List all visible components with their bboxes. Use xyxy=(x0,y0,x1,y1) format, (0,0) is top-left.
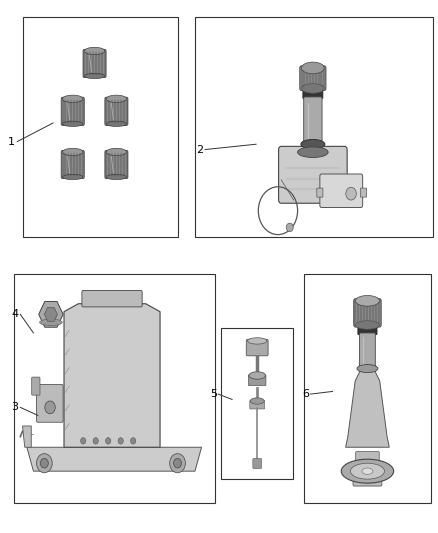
Ellipse shape xyxy=(357,365,378,373)
Ellipse shape xyxy=(106,121,127,126)
Circle shape xyxy=(45,401,55,414)
FancyBboxPatch shape xyxy=(317,188,323,197)
FancyBboxPatch shape xyxy=(83,50,106,78)
Ellipse shape xyxy=(301,62,324,74)
Ellipse shape xyxy=(297,147,328,158)
FancyBboxPatch shape xyxy=(353,468,382,486)
Bar xyxy=(14,274,215,503)
Bar xyxy=(304,274,431,503)
Ellipse shape xyxy=(106,148,127,156)
Circle shape xyxy=(118,438,123,444)
Circle shape xyxy=(173,458,181,468)
Polygon shape xyxy=(27,447,201,471)
FancyBboxPatch shape xyxy=(360,333,375,369)
Ellipse shape xyxy=(301,84,324,93)
Ellipse shape xyxy=(250,398,264,404)
FancyBboxPatch shape xyxy=(105,150,128,179)
Circle shape xyxy=(131,438,136,444)
Text: 3: 3 xyxy=(11,402,18,413)
Ellipse shape xyxy=(247,338,267,344)
Text: 5: 5 xyxy=(210,389,217,399)
Ellipse shape xyxy=(63,148,83,156)
Ellipse shape xyxy=(362,468,373,474)
Circle shape xyxy=(286,223,293,232)
FancyBboxPatch shape xyxy=(304,97,322,146)
Ellipse shape xyxy=(106,174,127,180)
Ellipse shape xyxy=(63,95,83,102)
FancyBboxPatch shape xyxy=(32,377,40,395)
Ellipse shape xyxy=(350,463,385,479)
Ellipse shape xyxy=(341,459,394,483)
FancyBboxPatch shape xyxy=(36,384,63,422)
FancyBboxPatch shape xyxy=(320,174,363,207)
Polygon shape xyxy=(64,304,160,447)
Ellipse shape xyxy=(301,140,325,149)
Circle shape xyxy=(346,187,357,200)
Circle shape xyxy=(170,454,185,473)
Bar xyxy=(22,17,177,237)
Ellipse shape xyxy=(85,74,105,78)
FancyBboxPatch shape xyxy=(360,188,367,197)
Bar xyxy=(195,17,433,237)
FancyBboxPatch shape xyxy=(279,147,347,203)
FancyBboxPatch shape xyxy=(82,290,142,307)
FancyBboxPatch shape xyxy=(354,298,381,327)
Text: 2: 2 xyxy=(196,144,203,155)
Ellipse shape xyxy=(85,47,105,55)
FancyBboxPatch shape xyxy=(246,340,268,356)
Polygon shape xyxy=(346,370,389,447)
Ellipse shape xyxy=(63,121,83,126)
Polygon shape xyxy=(22,426,31,447)
Ellipse shape xyxy=(63,174,83,180)
Circle shape xyxy=(40,458,48,468)
Circle shape xyxy=(106,438,111,444)
Ellipse shape xyxy=(39,319,62,326)
FancyBboxPatch shape xyxy=(356,451,379,463)
Text: 4: 4 xyxy=(11,309,18,319)
FancyBboxPatch shape xyxy=(61,97,84,125)
FancyBboxPatch shape xyxy=(250,400,265,409)
Bar xyxy=(221,328,293,479)
Ellipse shape xyxy=(249,372,265,379)
Ellipse shape xyxy=(356,295,379,306)
FancyBboxPatch shape xyxy=(253,458,261,469)
Circle shape xyxy=(81,438,86,444)
FancyBboxPatch shape xyxy=(61,150,84,179)
FancyBboxPatch shape xyxy=(300,66,326,91)
FancyBboxPatch shape xyxy=(248,375,266,385)
Text: 1: 1 xyxy=(8,136,15,147)
FancyBboxPatch shape xyxy=(303,86,323,99)
Circle shape xyxy=(36,454,52,473)
FancyBboxPatch shape xyxy=(358,324,377,335)
Text: 6: 6 xyxy=(302,389,309,399)
Ellipse shape xyxy=(356,321,379,329)
Circle shape xyxy=(93,438,98,444)
FancyBboxPatch shape xyxy=(105,97,128,125)
Ellipse shape xyxy=(106,95,127,102)
